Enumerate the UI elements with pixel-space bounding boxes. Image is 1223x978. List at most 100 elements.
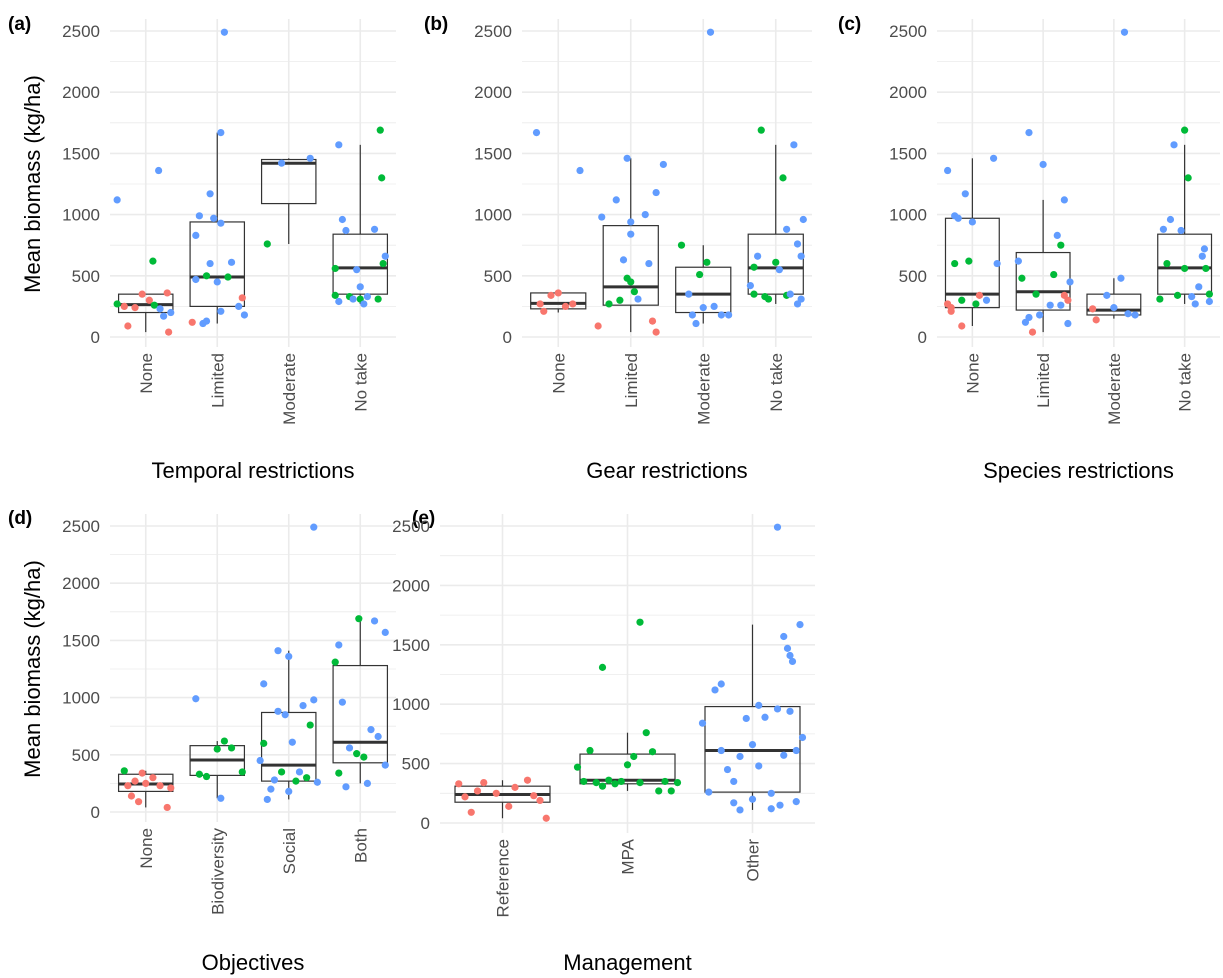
box-b-1 xyxy=(602,158,659,333)
y-tick-label: 1000 xyxy=(62,689,100,708)
data-point xyxy=(270,776,279,784)
data-point xyxy=(1166,215,1175,224)
data-point xyxy=(260,680,268,688)
data-point xyxy=(780,632,788,641)
data-point xyxy=(598,663,607,671)
data-point xyxy=(773,705,782,713)
y-tick-label: 2500 xyxy=(62,517,100,536)
data-point xyxy=(163,803,171,812)
data-point xyxy=(288,738,296,746)
data-point xyxy=(1103,291,1111,299)
data-point xyxy=(592,779,600,787)
data-point xyxy=(120,767,128,775)
data-point xyxy=(1066,278,1074,286)
data-point xyxy=(944,166,952,175)
data-point xyxy=(374,295,382,303)
xlabel-a: Temporal restrictions xyxy=(152,458,355,483)
data-point xyxy=(167,784,175,792)
data-point xyxy=(667,787,675,795)
y-tick-label: 2000 xyxy=(392,576,430,595)
data-point xyxy=(376,126,384,134)
data-point xyxy=(710,302,718,310)
data-point xyxy=(1120,28,1129,36)
data-point xyxy=(786,290,794,298)
panel-e: (e) Management 0 500 1000 1500 2000 2500 Refer… xyxy=(392,508,815,975)
data-point xyxy=(580,777,588,786)
panel-c: (c) Species restrictions 0 500 1000 1500 200… xyxy=(838,14,1220,483)
data-point xyxy=(1177,226,1185,235)
data-point xyxy=(113,300,121,308)
data-point xyxy=(783,225,791,233)
data-point xyxy=(699,304,707,312)
data-point xyxy=(736,752,744,761)
data-point xyxy=(480,779,488,787)
data-point xyxy=(767,789,775,797)
data-point xyxy=(188,318,196,326)
y-tick-label: 2000 xyxy=(474,83,512,102)
data-point xyxy=(353,750,361,758)
data-point xyxy=(790,141,798,149)
data-point xyxy=(511,783,519,791)
data-point xyxy=(155,166,163,175)
data-point xyxy=(1163,259,1171,268)
data-point xyxy=(363,293,371,301)
panel-label-e: (e) xyxy=(412,508,435,529)
data-point xyxy=(1117,274,1125,282)
y-tick-label: 2500 xyxy=(392,517,430,536)
data-point xyxy=(1018,274,1026,282)
data-point xyxy=(370,225,379,233)
data-point xyxy=(1181,126,1189,134)
data-point xyxy=(220,737,228,745)
data-point xyxy=(1191,300,1199,308)
y-tick-label: 1500 xyxy=(474,144,512,163)
data-point xyxy=(224,273,232,281)
y-tick-label: 2500 xyxy=(62,22,100,41)
data-point xyxy=(363,779,371,788)
data-point xyxy=(961,190,969,198)
x-tick-label: Moderate xyxy=(1105,353,1124,425)
data-point xyxy=(965,257,973,265)
data-point xyxy=(256,756,264,765)
data-point xyxy=(138,769,146,777)
y-tick-label: 1000 xyxy=(889,206,927,225)
data-point xyxy=(1064,319,1072,328)
data-point xyxy=(773,523,782,531)
data-point xyxy=(947,307,955,315)
data-point xyxy=(355,615,363,623)
data-point xyxy=(547,291,555,299)
data-point xyxy=(648,317,657,325)
data-point xyxy=(379,259,387,268)
y-tick-label: 500 xyxy=(72,267,100,286)
data-point xyxy=(505,802,513,810)
box-iqr xyxy=(189,221,246,308)
data-point xyxy=(798,733,807,742)
x-tick-label: Moderate xyxy=(280,353,299,425)
data-point xyxy=(972,300,980,308)
data-point xyxy=(532,128,541,137)
data-point xyxy=(1089,305,1097,313)
y-tick-label: 0 xyxy=(421,814,430,833)
data-point xyxy=(748,795,757,803)
data-point xyxy=(1110,304,1118,312)
y-tick-label: 0 xyxy=(503,328,512,347)
data-point xyxy=(356,283,364,291)
data-point xyxy=(310,696,318,704)
x-tick-label: None xyxy=(963,353,982,394)
box-iqr xyxy=(602,225,659,306)
panel-label-c: (c) xyxy=(838,14,861,35)
data-point xyxy=(703,258,711,266)
data-point xyxy=(192,231,200,240)
data-point xyxy=(990,154,998,162)
panel-a: (a) Mean biomass (kg/ha) Temporal restri… xyxy=(8,14,396,483)
data-point xyxy=(569,300,577,308)
data-point xyxy=(120,302,128,310)
y-tick-label: 1000 xyxy=(62,206,100,225)
data-point xyxy=(281,711,289,719)
data-point xyxy=(335,141,343,149)
data-point xyxy=(776,801,784,809)
data-point xyxy=(772,258,780,266)
data-point xyxy=(163,289,171,297)
data-point xyxy=(576,166,584,175)
data-point xyxy=(1202,264,1210,273)
data-point xyxy=(1124,310,1132,318)
